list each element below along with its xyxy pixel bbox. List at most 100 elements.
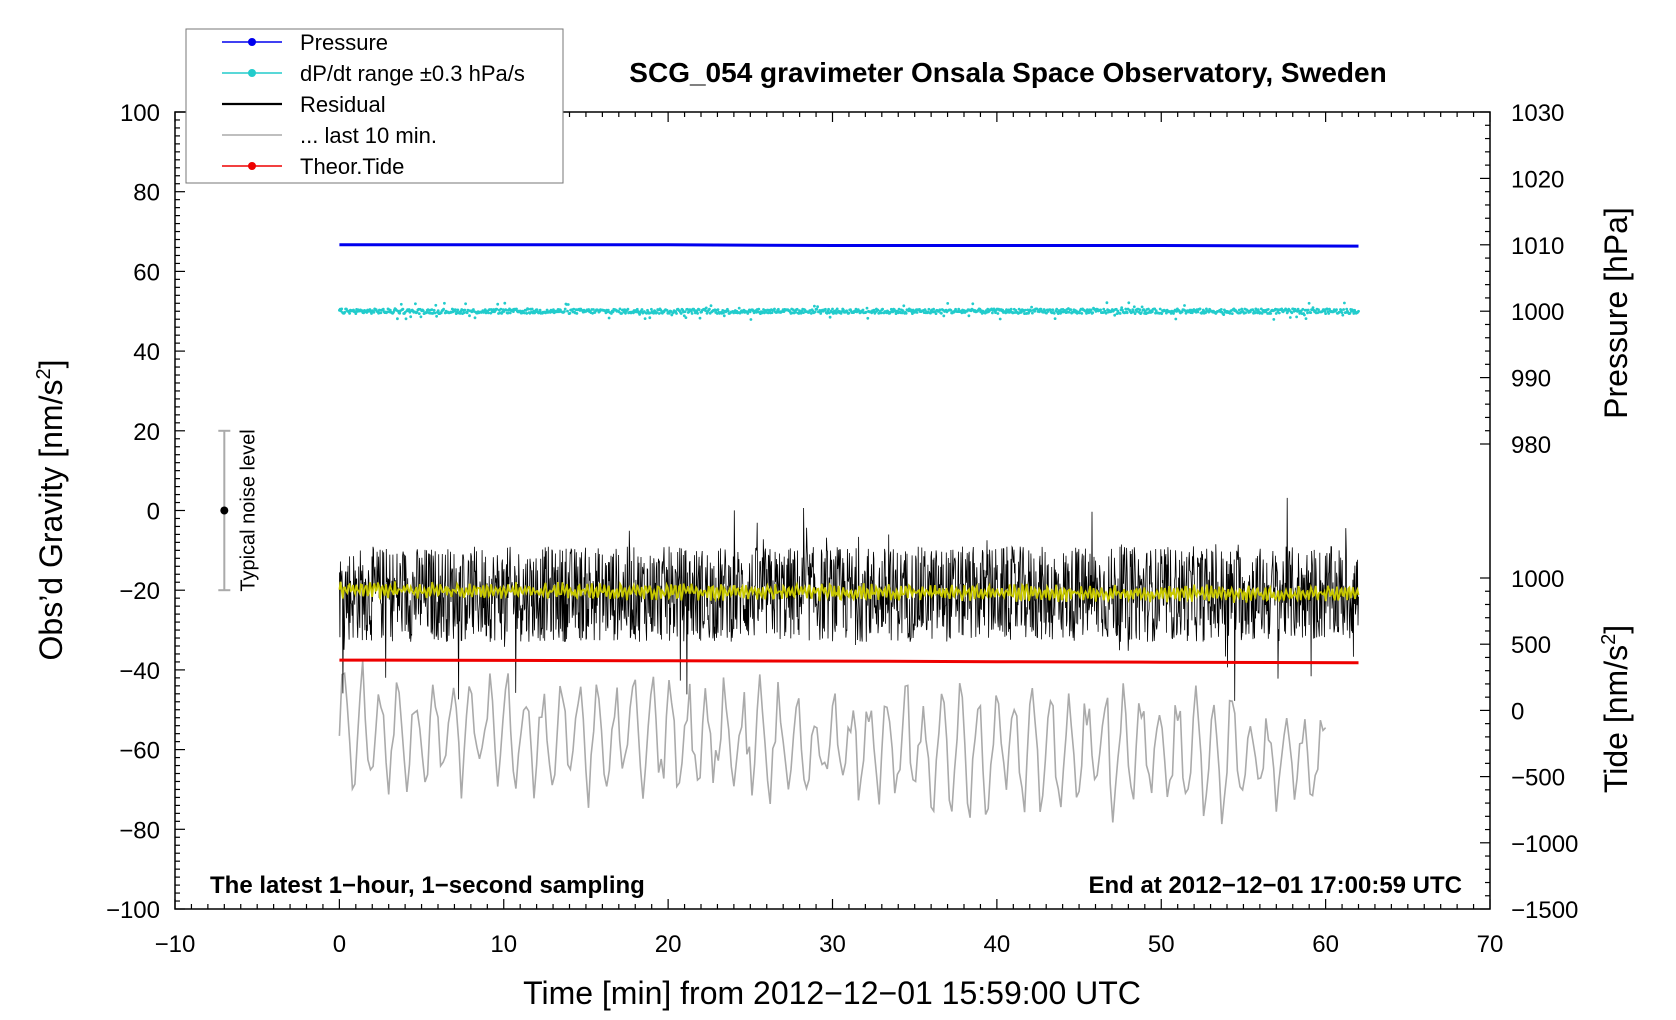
dpdt-point bbox=[378, 308, 381, 312]
dpdt-point bbox=[1307, 301, 1311, 305]
series-dpdt bbox=[338, 301, 1360, 321]
dpdt-point bbox=[1105, 301, 1109, 305]
dpdt-point bbox=[1306, 311, 1309, 315]
dpdt-point bbox=[587, 308, 591, 311]
dpdt-point bbox=[1306, 308, 1310, 312]
dpdt-point bbox=[802, 311, 805, 314]
dpdt-point bbox=[881, 307, 884, 311]
y-tick-label: −100 bbox=[106, 897, 160, 924]
x-axis-label: Time [min] from 2012−12−01 15:59:00 UTC bbox=[523, 975, 1141, 1011]
tide-tick-label: 0 bbox=[1511, 698, 1524, 725]
dpdt-point bbox=[1029, 309, 1033, 312]
legend-label: ... last 10 min. bbox=[300, 123, 437, 148]
dpdt-point bbox=[1340, 311, 1344, 314]
dpdt-point bbox=[1303, 313, 1306, 317]
dpdt-point bbox=[1288, 316, 1292, 319]
dpdt-point bbox=[749, 318, 753, 321]
dpdt-point bbox=[1142, 308, 1146, 311]
dpdt-point bbox=[1357, 309, 1360, 313]
dpdt-point bbox=[425, 311, 428, 315]
dpdt-point bbox=[652, 311, 656, 315]
plot-frame bbox=[174, 111, 1491, 910]
dpdt-point bbox=[1343, 301, 1346, 305]
dpdt-point bbox=[462, 311, 466, 315]
dpdt-point bbox=[1180, 310, 1184, 314]
dpdt-point bbox=[918, 308, 921, 311]
dpdt-point bbox=[502, 310, 506, 313]
dpdt-point bbox=[954, 307, 957, 311]
dpdt-point bbox=[1030, 305, 1033, 309]
dpdt-point bbox=[683, 310, 687, 313]
dpdt-point bbox=[1121, 308, 1124, 312]
dpdt-point bbox=[998, 317, 1002, 321]
series-theor-tide bbox=[339, 658, 1359, 665]
dpdt-point bbox=[897, 307, 901, 311]
dpdt-point bbox=[442, 307, 445, 311]
dpdt-point bbox=[638, 313, 641, 316]
noise-level-indicator: Typical noise level bbox=[218, 429, 259, 592]
dpdt-point bbox=[942, 314, 946, 318]
dpdt-point bbox=[799, 311, 803, 315]
dpdt-point bbox=[773, 307, 776, 311]
dpdt-point bbox=[1009, 307, 1013, 311]
dpdt-point bbox=[894, 312, 898, 315]
dpdt-point bbox=[426, 308, 430, 312]
dpdt-point bbox=[495, 307, 499, 311]
dpdt-point bbox=[675, 312, 678, 315]
dpdt-point bbox=[1219, 308, 1223, 311]
dpdt-point bbox=[679, 312, 683, 315]
dpdt-point bbox=[1020, 310, 1023, 314]
dpdt-point bbox=[847, 311, 851, 315]
dpdt-point bbox=[523, 311, 526, 315]
dpdt-point bbox=[957, 307, 961, 311]
dpdt-point bbox=[401, 307, 405, 311]
pressure-axis-label: Pressure [hPa] bbox=[1598, 207, 1634, 419]
dpdt-point bbox=[967, 314, 971, 318]
dpdt-point bbox=[1094, 310, 1098, 313]
dpdt-point bbox=[519, 309, 522, 313]
dpdt-point bbox=[1311, 306, 1315, 310]
x-tick-label: 60 bbox=[1312, 931, 1339, 958]
dpdt-point bbox=[404, 317, 408, 321]
y-tick-label: −80 bbox=[119, 817, 160, 844]
dpdt-point bbox=[1183, 304, 1186, 307]
y-tick-label: 80 bbox=[133, 180, 160, 207]
dpdt-point bbox=[372, 310, 376, 314]
pressure-tick-label: 1030 bbox=[1511, 100, 1564, 127]
dpdt-point bbox=[1341, 313, 1345, 317]
dpdt-point bbox=[1198, 307, 1202, 311]
dpdt-point bbox=[657, 312, 661, 315]
dpdt-point bbox=[668, 311, 671, 315]
dpdt-point bbox=[1301, 307, 1305, 311]
dpdt-point bbox=[545, 308, 549, 312]
tide-tick-label: −1000 bbox=[1511, 831, 1578, 858]
dpdt-point bbox=[1118, 312, 1122, 315]
dpdt-point bbox=[572, 307, 576, 311]
dpdt-point bbox=[348, 312, 351, 315]
dpdt-point bbox=[1280, 307, 1284, 311]
dpdt-point bbox=[1104, 311, 1108, 315]
dpdt-point bbox=[994, 311, 997, 314]
dpdt-point bbox=[879, 311, 883, 315]
dpdt-point bbox=[866, 316, 870, 320]
dpdt-point bbox=[757, 307, 761, 311]
annotation-bottom-right: End at 2012−12−01 17:00:59 UTC bbox=[1088, 872, 1462, 899]
dpdt-point bbox=[515, 307, 518, 311]
dpdt-point bbox=[415, 310, 419, 314]
y-axis-ticks: −100 −80 −60 −40 −20 0 20 40 60 80 100 bbox=[106, 100, 185, 924]
dpdt-point bbox=[635, 307, 639, 311]
dpdt-point bbox=[525, 312, 529, 315]
dpdt-point bbox=[499, 307, 503, 311]
dpdt-point bbox=[1222, 313, 1226, 316]
dpdt-point bbox=[1228, 311, 1232, 315]
y-tick-label: −60 bbox=[119, 738, 160, 765]
dpdt-point bbox=[370, 312, 373, 315]
dpdt-point bbox=[1014, 309, 1018, 312]
dpdt-point bbox=[659, 308, 663, 312]
dpdt-point bbox=[1116, 309, 1120, 313]
dpdt-point bbox=[900, 311, 904, 315]
x-tick-label: 10 bbox=[490, 931, 517, 958]
dpdt-point bbox=[354, 312, 358, 315]
dpdt-point bbox=[1043, 309, 1047, 312]
